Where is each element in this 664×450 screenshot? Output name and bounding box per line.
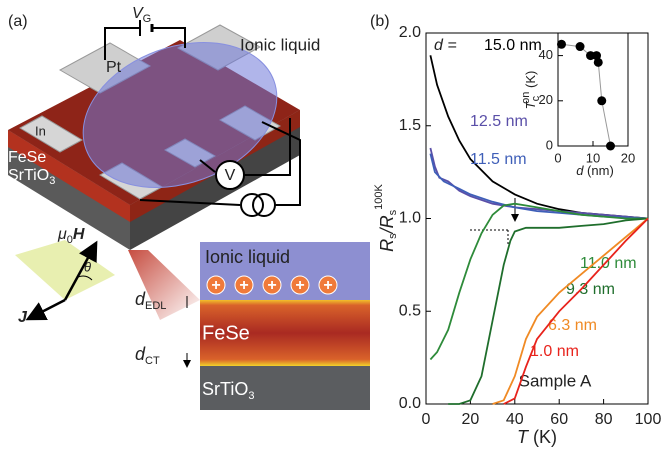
x-tick-label: 40 [506,411,524,428]
y-axis-label: Rs/Rs100K [373,183,399,251]
symbol: /R [377,215,397,235]
point [576,42,585,51]
ion: + [211,277,220,294]
series-label: 11.5 nm [470,151,527,168]
ion: + [239,277,248,294]
series-label: 6.3 nm [548,317,597,334]
substrate-label: SrTiO3 [8,167,55,187]
gate-voltage: VG [132,5,151,25]
layer-liquid: Ionic liquid [205,247,290,267]
formula: SrTiO [202,379,248,399]
point [597,96,606,105]
subscript: 3 [248,390,254,402]
point [557,40,566,49]
layer-substrate: SrTiO3 [202,379,254,402]
point [594,58,603,67]
annotation: Sample A [519,371,592,390]
x-tick-label: 20 [462,411,480,428]
formula: SrTiO [8,167,49,184]
symbol: μ [57,226,67,243]
name-prefix: d = [434,37,457,54]
y-tick-label: 1.5 [399,117,421,134]
unit: (K) [528,427,557,447]
subscript: EDL [145,300,166,312]
liquid-label: Ionic liquid [240,35,320,54]
series-label: 11.0 nm [580,255,637,272]
device [8,17,370,410]
x-tick-label: 0 [422,411,431,428]
x-tick-label: 0 [554,150,561,165]
y-tick-label: 0.5 [399,302,421,319]
subscript: s [387,209,399,215]
contact-label: In [35,123,46,138]
onset-guide [470,230,508,246]
y-tick-label: 1.0 [399,210,421,227]
series-label: 1.0 nm [530,343,579,360]
x-tick-label: 20 [621,150,635,165]
superscript: 100K [373,183,385,209]
angle-label: θ [84,259,91,274]
field-label: μ0H [57,226,85,246]
series-label: 9.3 nm [566,281,615,298]
x-tick-label: 100 [635,411,662,428]
layer-film: FeSe [202,322,250,344]
point [606,142,615,151]
electrode-label: Pt [106,59,122,76]
x-tick-label: 60 [550,411,568,428]
y-tick-label: 0 [546,137,553,152]
y-tick-label: 2.0 [399,24,421,41]
inset-x-label: d (nm) [576,163,614,178]
panel-label: (b) [370,13,390,30]
x-tick-label: 80 [595,411,613,428]
series-label: 15.0 nm [484,37,542,54]
voltmeter-label: V [225,167,236,184]
figure: (a) VG Pt Ionic liquid In FeSe SrTiO3 V … [0,0,664,450]
unit: (nm) [583,163,613,178]
y-tick-label: 40 [539,47,553,62]
ion: + [323,277,332,294]
inset-frame [558,33,628,146]
film-label: FeSe [8,149,46,166]
ion: + [295,277,304,294]
y-tick-label: 20 [539,92,553,107]
symbol: R [377,239,397,252]
y-tick-label: 0.0 [399,395,421,412]
panel-label: (a) [8,13,28,30]
x-axis-label: T (K) [517,427,557,447]
superscript: on [520,92,532,104]
series-label: 12.5 nm [470,113,528,130]
current-label: J [18,309,28,326]
subscript: G [143,13,152,25]
symbol: H [73,226,85,243]
x-tick-label: 10 [586,150,600,165]
subscript: 3 [49,175,55,187]
ion: + [267,277,276,294]
subscript: CT [145,355,160,367]
ct-label: dCT [135,344,160,367]
unit: (K) [523,71,538,92]
